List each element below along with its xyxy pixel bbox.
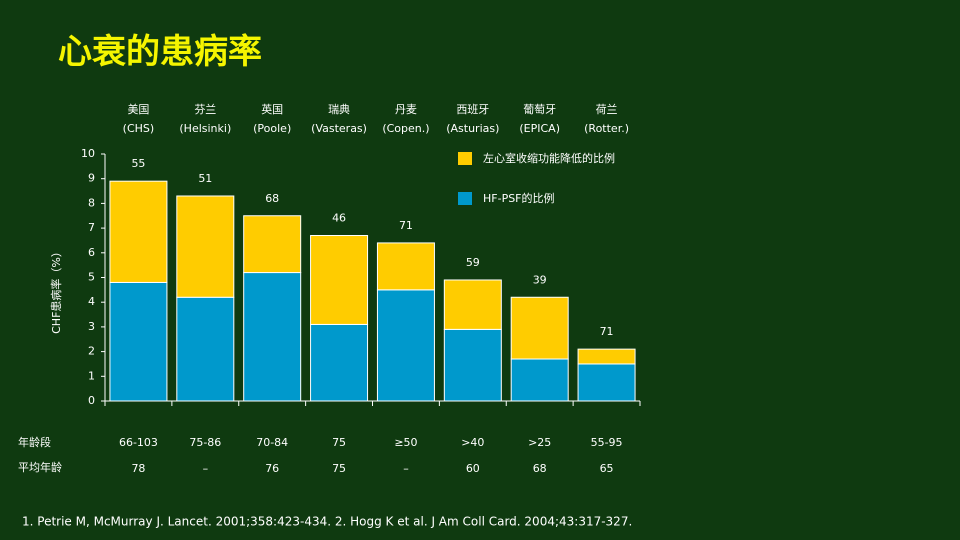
mean-age: – <box>403 462 409 475</box>
age-range: 75-86 <box>189 436 221 449</box>
mean-age-label: 平均年龄 <box>18 460 62 474</box>
mean-age: – <box>203 462 209 475</box>
category-label: 英国 <box>261 102 283 116</box>
data-label: 46 <box>332 212 346 225</box>
age-range: ≥50 <box>394 436 417 449</box>
bar-segment <box>577 363 636 402</box>
y-tick-label: 3 <box>88 320 95 333</box>
study-label: (EPICA) <box>519 122 560 135</box>
bar-segment <box>109 281 168 402</box>
bar-segment <box>577 348 636 365</box>
footnote: 1. Petrie M, McMurray J. Lancet. 2001;35… <box>22 515 632 529</box>
bar-segment <box>109 180 168 283</box>
study-label: (CHS) <box>123 122 155 135</box>
bar-segment <box>176 195 235 298</box>
age-range: 70-84 <box>256 436 288 449</box>
data-label: 59 <box>466 256 480 269</box>
data-label: 71 <box>399 219 413 232</box>
category-label: 芬兰 <box>194 103 216 116</box>
data-label: 71 <box>600 325 614 338</box>
y-tick-label: 2 <box>88 345 95 358</box>
study-label: (Poole) <box>253 122 291 135</box>
bar-segment <box>510 358 569 402</box>
bar-segment <box>243 215 302 274</box>
bar-segment <box>510 296 569 360</box>
bar-segment <box>310 235 369 325</box>
bar-segment <box>176 296 235 402</box>
age-range: 66-103 <box>119 436 158 449</box>
y-tick-label: 9 <box>88 172 95 185</box>
study-label: (Rotter.) <box>584 122 629 135</box>
y-tick-label: 0 <box>88 394 95 407</box>
chart-title: 心衰的患病率 <box>58 32 262 72</box>
y-tick-label: 10 <box>81 147 95 160</box>
y-tick-label: 1 <box>88 369 95 382</box>
y-tick-label: 8 <box>88 196 95 209</box>
bar-segment <box>376 242 435 291</box>
legend-swatch <box>458 192 472 205</box>
data-label: 55 <box>131 157 145 170</box>
category-label: 葡萄牙 <box>523 103 556 116</box>
category-label: 丹麦 <box>395 103 417 116</box>
study-label: (Copen.) <box>382 122 429 135</box>
age-range: 75 <box>332 436 346 449</box>
mean-age: 76 <box>265 462 279 475</box>
study-label: (Asturias) <box>446 122 499 135</box>
category-label: 瑞典 <box>328 102 350 116</box>
y-axis-label: CHF患病率（%） <box>49 246 63 334</box>
study-label: (Vasteras) <box>311 122 367 135</box>
age-range: >40 <box>461 436 484 449</box>
y-tick-label: 7 <box>88 221 95 234</box>
mean-age: 68 <box>533 462 547 475</box>
mean-age: 75 <box>332 462 346 475</box>
y-tick-label: 5 <box>88 271 95 284</box>
age-label: 年龄段 <box>18 435 51 449</box>
y-tick-label: 4 <box>88 295 95 308</box>
category-label: 西班牙 <box>456 103 489 116</box>
bar-segment <box>310 323 369 402</box>
mean-age: 65 <box>600 462 614 475</box>
legend-swatch <box>458 152 472 165</box>
bar-segment <box>443 279 502 330</box>
bar-segment <box>376 289 435 402</box>
category-label: 荷兰 <box>596 103 618 116</box>
data-label: 51 <box>198 172 212 185</box>
study-label: (Helsinki) <box>179 122 231 135</box>
mean-age: 78 <box>131 462 145 475</box>
age-range: 55-95 <box>591 436 623 449</box>
category-label: 美国 <box>127 103 149 116</box>
bar-segment <box>443 328 502 402</box>
y-tick-label: 6 <box>88 246 95 259</box>
bar-segment <box>243 272 302 402</box>
legend-label: 左心室收缩功能降低的比例 <box>483 151 615 165</box>
mean-age: 60 <box>466 462 480 475</box>
data-label: 39 <box>533 273 547 286</box>
legend-label: HF-PSF的比例 <box>483 191 555 205</box>
data-label: 68 <box>265 192 279 205</box>
age-range: >25 <box>528 436 551 449</box>
